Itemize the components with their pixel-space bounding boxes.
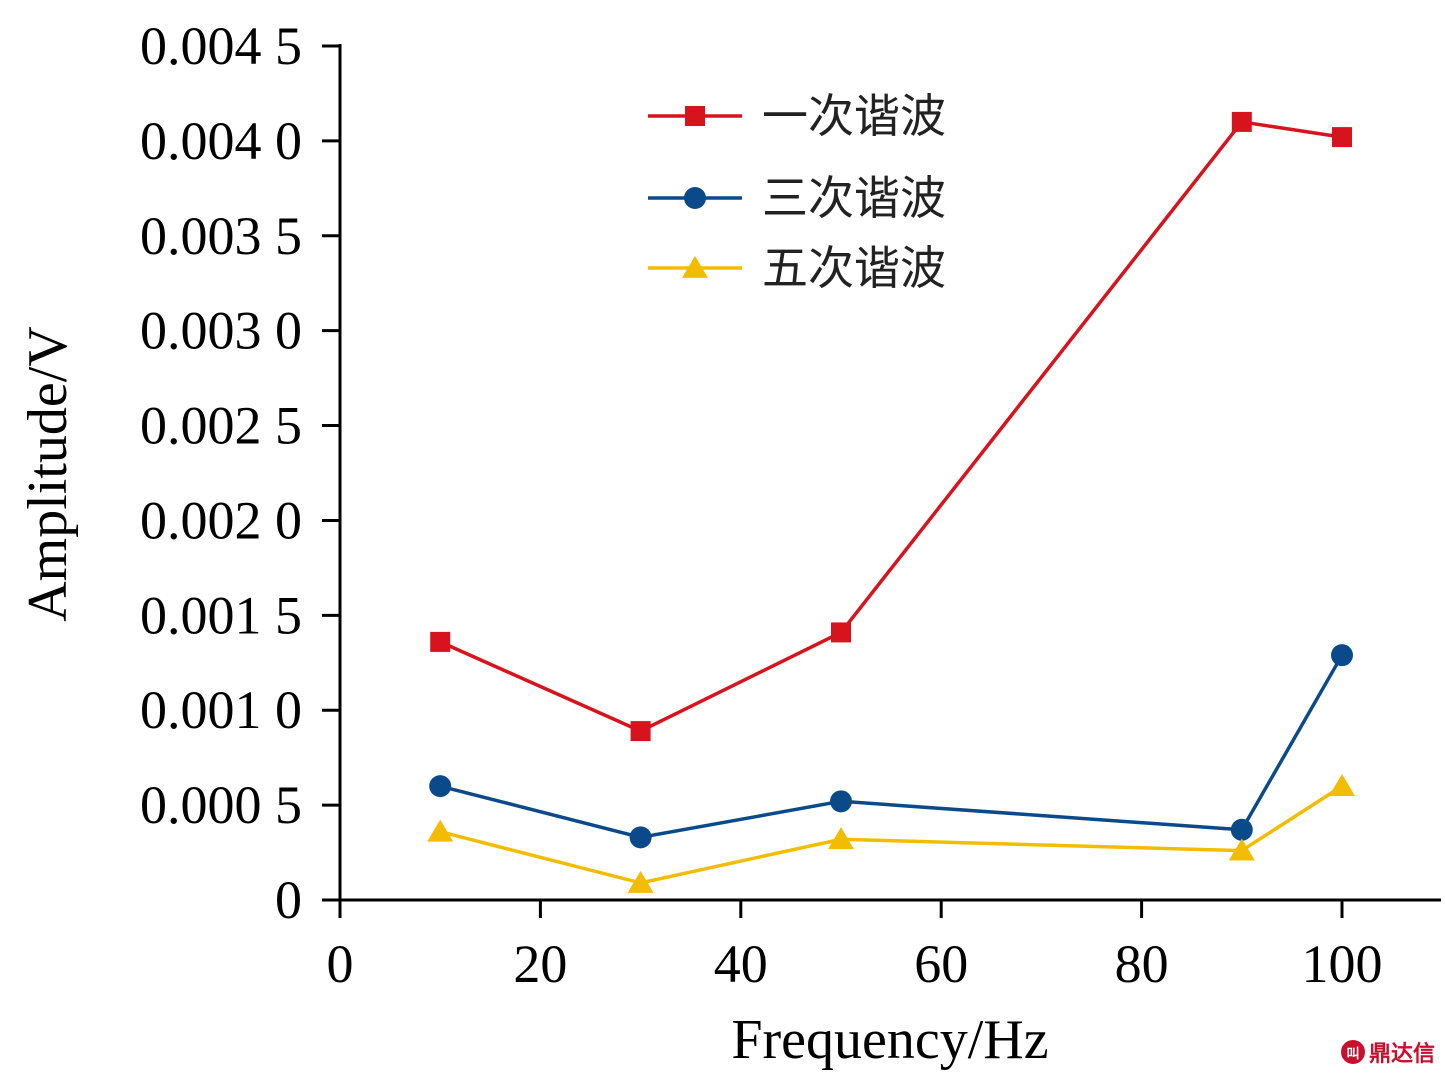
x-tick-label: 40 — [714, 934, 768, 994]
x-tick-label: 20 — [513, 934, 567, 994]
watermark: 叫 鼎达信 — [1340, 1036, 1435, 1068]
data-point — [1331, 644, 1353, 667]
watermark-logo-icon: 叫 — [1340, 1040, 1365, 1064]
data-point — [630, 721, 651, 742]
data-point — [1228, 838, 1255, 861]
series-1 — [430, 111, 1352, 742]
data-point — [830, 790, 852, 813]
y-tick-label: 0 — [275, 870, 302, 930]
legend-label: 一次谐波 — [762, 89, 946, 143]
data-point — [429, 775, 452, 798]
y-tick-label: 0.002 5 — [140, 396, 302, 456]
y-tick-label: 0.001 5 — [140, 585, 302, 645]
data-point — [1332, 127, 1352, 148]
legend-label: 五次谐波 — [762, 241, 946, 295]
data-point — [1230, 818, 1253, 841]
data-point — [828, 827, 854, 850]
y-tick-label: 0.000 5 — [140, 775, 302, 835]
y-tick-label: 0.004 5 — [140, 16, 302, 76]
x-tick-label: 80 — [1115, 934, 1169, 994]
y-tick-label: 0.001 0 — [140, 680, 302, 740]
x-tick-label: 60 — [914, 934, 968, 994]
legend-label: 三次谐波 — [762, 171, 946, 225]
y-tick-label: 0.004 0 — [140, 111, 302, 171]
series-2 — [429, 644, 1353, 849]
series-layer — [427, 111, 1355, 893]
y-axis-title: Amplitude/V — [17, 326, 79, 622]
data-point — [427, 819, 454, 842]
x-axis-title: Frequency/Hz — [731, 1009, 1048, 1071]
legend-swatch-marker — [682, 255, 708, 278]
legend-item-3: 五次谐波 — [648, 241, 946, 295]
legend-swatch-marker — [685, 106, 705, 126]
data-point — [430, 631, 451, 652]
data-point — [1329, 774, 1355, 797]
watermark-text: 鼎达信 — [1368, 1042, 1435, 1067]
legend-swatch-marker — [684, 187, 706, 209]
y-tick-label: 0.002 0 — [140, 490, 302, 550]
y-tick-label: 0.003 0 — [140, 301, 302, 361]
axes: 0 0.000 5 0.001 0 0.001 5 0.002 0 0.002 5 0.00… — [140, 16, 1441, 994]
data-point — [627, 870, 654, 893]
data-point — [1231, 111, 1252, 132]
series-line — [439, 654, 1344, 840]
y-tick-label: 0.003 5 — [140, 206, 302, 266]
series-line — [439, 784, 1343, 885]
legend-item-1: 一次谐波 — [648, 89, 946, 143]
legend-item-2: 三次谐波 — [648, 171, 946, 225]
x-tick-label: 100 — [1302, 934, 1383, 994]
data-point — [831, 622, 851, 643]
x-tick-label: 0 — [327, 934, 354, 994]
series-3 — [427, 774, 1355, 893]
data-point — [629, 826, 652, 849]
